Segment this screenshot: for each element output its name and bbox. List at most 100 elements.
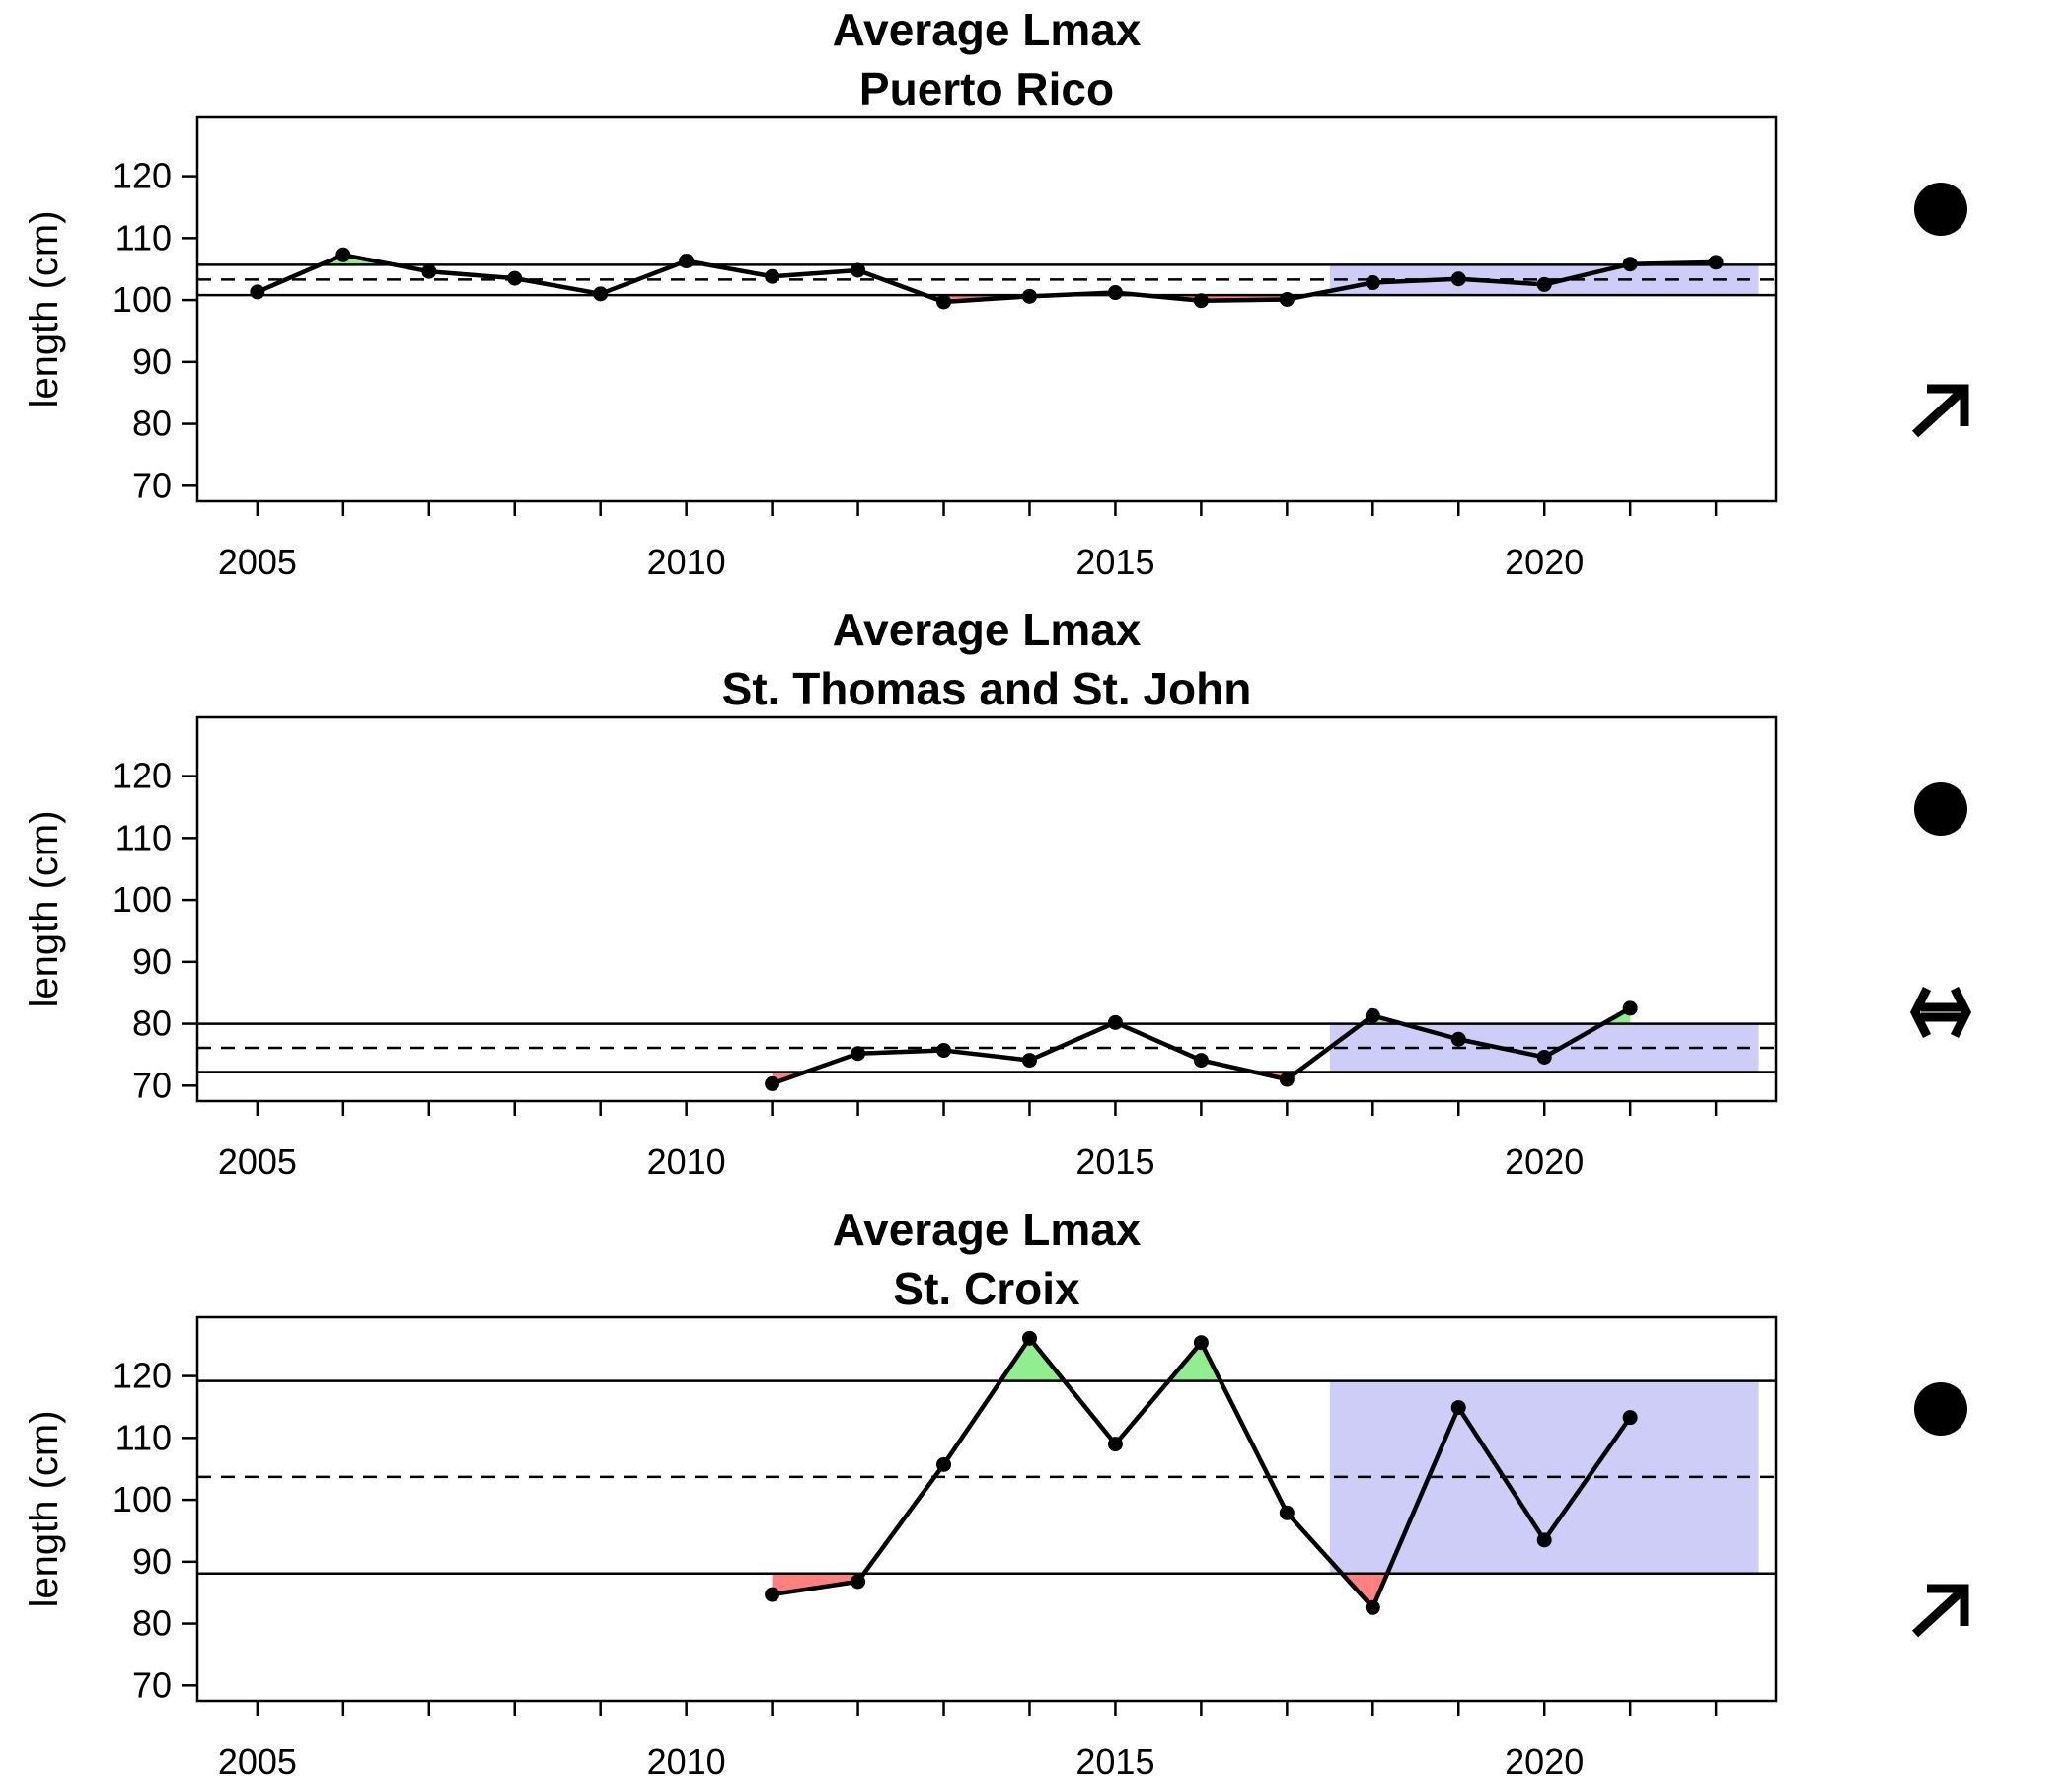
data-point	[507, 270, 523, 286]
data-point	[1536, 276, 1552, 292]
chart-title: Average Lmax	[833, 604, 1142, 655]
x-tick-label: 2010	[647, 1741, 726, 1776]
x-tick-label: 2010	[647, 542, 726, 582]
panel-1: Average Lmax Puerto Rico 70 80 90 100 110 120 20…	[23, 4, 1969, 582]
y-tick-label: 80	[132, 1003, 172, 1044]
data-point	[250, 284, 265, 300]
y-tick-label: 100	[112, 879, 172, 920]
filled-circle-icon	[1914, 183, 1967, 236]
data-point	[1622, 1000, 1638, 1016]
data-point	[1193, 1053, 1209, 1069]
data-point	[421, 263, 437, 279]
arrow-up-right-icon	[1911, 1584, 1969, 1638]
chart-subtitle: St. Thomas and St. John	[722, 663, 1252, 714]
data-point	[936, 294, 952, 310]
data-point	[1107, 285, 1123, 301]
data-point	[1622, 1410, 1638, 1426]
data-point	[1021, 1053, 1037, 1069]
x-tick-label: 2010	[647, 1142, 726, 1182]
y-tick-label: 70	[132, 1065, 172, 1105]
data-point	[1450, 1400, 1466, 1416]
arrow-up-right-icon-shaft	[1911, 387, 1966, 438]
data-point	[1193, 293, 1209, 309]
data-point	[1107, 1437, 1123, 1452]
y-tick-label: 100	[112, 279, 172, 320]
y-tick-label: 70	[132, 1665, 172, 1705]
y-tick-label: 70	[132, 465, 172, 505]
x-tick-label: 2020	[1505, 542, 1584, 582]
data-point	[1708, 255, 1724, 270]
data-point	[1021, 1330, 1037, 1346]
y-axis-label: length (cm)	[23, 210, 66, 407]
x-tick-label: 2015	[1075, 1142, 1154, 1182]
panel-3: Average Lmax St. Croix 70 80 90 100 110 120 2005…	[23, 1204, 1969, 1776]
y-tick-label: 120	[112, 156, 172, 196]
plot-frame	[195, 115, 1778, 503]
data-point	[679, 254, 695, 269]
data-point	[1365, 275, 1380, 291]
data-point	[1365, 1007, 1380, 1023]
y-tick-label: 120	[112, 756, 172, 796]
data-point	[851, 262, 866, 278]
double-arrow-horizontal-icon-head-left	[1909, 986, 1932, 1039]
data-point	[851, 1574, 866, 1590]
arrow-up-right-icon-head	[1927, 1584, 1969, 1626]
data-point	[1450, 271, 1466, 287]
y-tick-label: 80	[132, 404, 172, 444]
y-axis-label: length (cm)	[23, 810, 66, 1007]
y-tick-label: 90	[132, 941, 172, 982]
y-tick-label: 80	[132, 1603, 172, 1644]
x-tick-label: 2015	[1075, 542, 1154, 582]
data-point	[1193, 1335, 1209, 1351]
filled-circle-icon	[1914, 1382, 1967, 1436]
data-point	[765, 1075, 780, 1091]
y-tick-label: 110	[115, 217, 172, 258]
plot-area	[197, 247, 1776, 310]
double-arrow-horizontal-icon	[1909, 986, 1972, 1039]
plot-frame	[195, 715, 1778, 1103]
data-point	[1279, 291, 1295, 307]
y-axis-label: length (cm)	[23, 1410, 66, 1607]
chart-subtitle: St. Croix	[893, 1263, 1080, 1314]
chart-title: Average Lmax	[833, 1204, 1142, 1255]
data-point	[1450, 1031, 1466, 1047]
y-tick-label: 110	[115, 817, 172, 857]
y-tick-label: 100	[112, 1479, 172, 1519]
data-point	[1021, 288, 1037, 304]
data-point	[1279, 1505, 1295, 1520]
data-point	[335, 247, 351, 262]
data-point	[936, 1043, 952, 1059]
data-point	[1536, 1049, 1552, 1065]
data-point	[1536, 1532, 1552, 1548]
plot-frame	[195, 1315, 1778, 1703]
data-point	[593, 286, 609, 302]
data-point	[1107, 1014, 1123, 1030]
x-tick-label: 2015	[1075, 1741, 1154, 1776]
data-point	[1279, 1072, 1295, 1087]
chart-subtitle: Puerto Rico	[859, 63, 1114, 114]
data-point	[936, 1456, 952, 1472]
y-tick-label: 90	[132, 1541, 172, 1582]
panel-2: Average Lmax St. Thomas and St. John 70 80 9…	[23, 604, 1972, 1182]
x-tick-label: 2020	[1505, 1741, 1584, 1776]
plot-area	[197, 1000, 1776, 1091]
x-tick-label: 2005	[218, 1741, 297, 1776]
arrow-up-right-icon	[1911, 384, 1969, 438]
data-point	[851, 1046, 866, 1062]
x-tick-label: 2005	[218, 1142, 297, 1182]
series-line	[256, 253, 1717, 305]
data-point	[765, 1587, 780, 1602]
x-tick-label: 2005	[218, 542, 297, 582]
x-tick-label: 2020	[1505, 1142, 1584, 1182]
data-point	[1622, 257, 1638, 272]
arrow-up-right-icon-shaft	[1911, 1587, 1966, 1638]
y-tick-label: 90	[132, 341, 172, 382]
filled-circle-icon	[1914, 782, 1967, 836]
chart-title: Average Lmax	[833, 4, 1142, 55]
data-point	[765, 268, 780, 284]
data-point	[1365, 1599, 1380, 1615]
y-tick-label: 110	[115, 1417, 172, 1457]
double-arrow-horizontal-icon-head-right	[1950, 986, 1972, 1039]
